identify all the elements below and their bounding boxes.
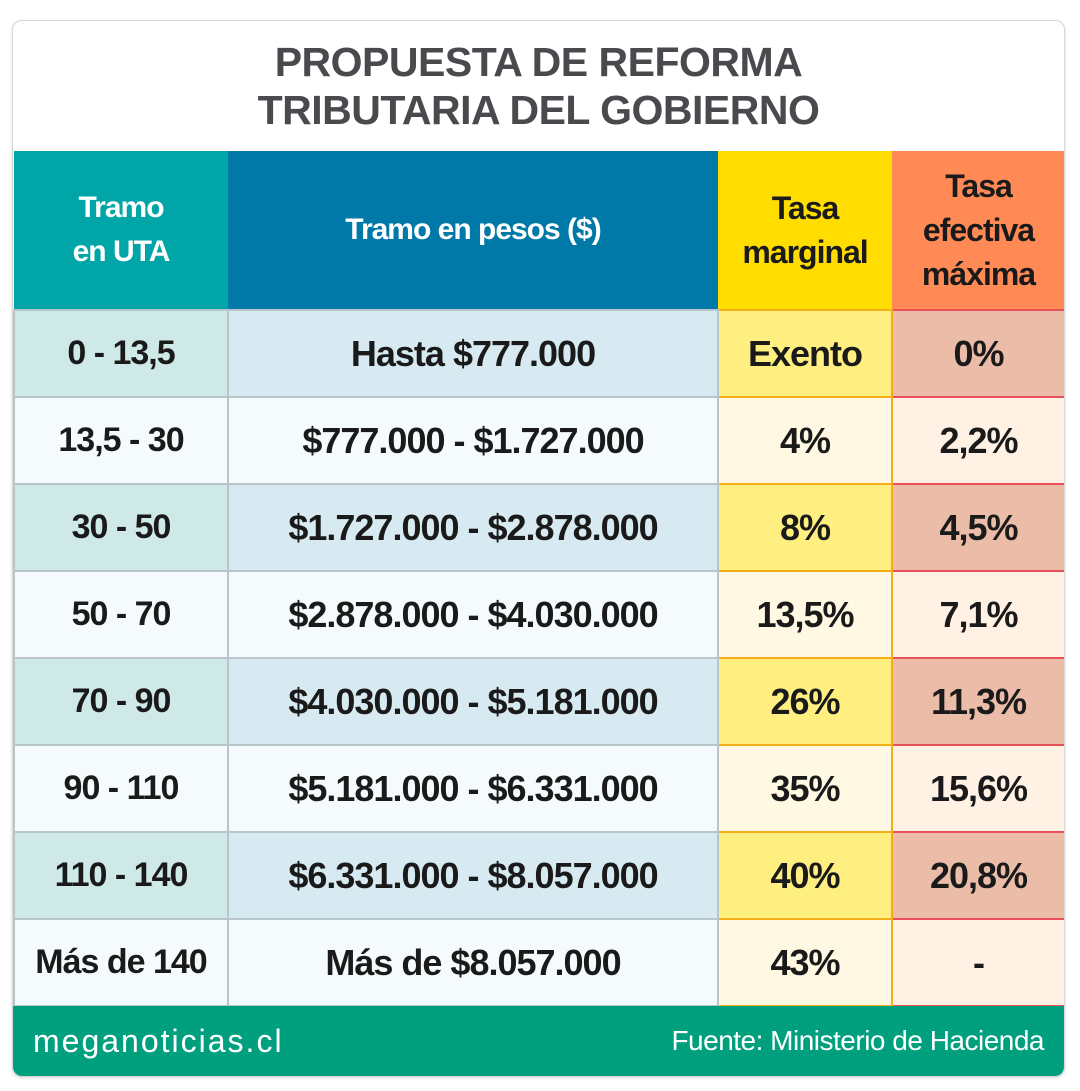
title-line-1: PROPUESTA DE REFORMA: [274, 39, 803, 85]
header-tasa-efectiva: Tasa efectiva máxima: [892, 151, 1064, 310]
header-tramo-uta: Tramo en UTA: [14, 151, 228, 310]
cell-tramo-uta: 50 - 70: [13, 570, 229, 659]
cell-tasa-efectiva: 20,8%: [891, 831, 1064, 920]
cell-tramo-uta: 90 - 110: [13, 744, 229, 833]
cell-tasa-marginal: 8%: [717, 483, 893, 572]
cell-tramo-uta: 70 - 90: [13, 657, 229, 746]
table-row: 50 - 70 $2.878.000 - $4.030.000 13,5% 7,1%: [13, 570, 1064, 659]
cell-tasa-efectiva: -: [891, 918, 1064, 1007]
cell-tramo-uta: 110 - 140: [13, 831, 229, 920]
footer: meganoticias.cl Fuente: Ministerio de Ha…: [13, 1006, 1064, 1076]
cell-tasa-efectiva: 0%: [891, 309, 1064, 398]
table-row: 13,5 - 30 $777.000 - $1.727.000 4% 2,2%: [13, 396, 1064, 485]
cell-tramo-pesos: $1.727.000 - $2.878.000: [227, 483, 719, 572]
cell-tramo-pesos: Más de $8.057.000: [227, 918, 719, 1007]
cell-tasa-marginal: 40%: [717, 831, 893, 920]
cell-tramo-uta: Más de 140: [13, 918, 229, 1007]
cell-tramo-uta: 0 - 13,5: [13, 309, 229, 398]
cell-tasa-marginal: 4%: [717, 396, 893, 485]
title-line-2: TRIBUTARIA DEL GOBIERNO: [257, 87, 820, 133]
cell-tasa-marginal: 43%: [717, 918, 893, 1007]
cell-tramo-pesos: $4.030.000 - $5.181.000: [227, 657, 719, 746]
cell-tasa-efectiva: 2,2%: [891, 396, 1064, 485]
header-tasa-marginal: Tasa marginal: [718, 151, 892, 310]
tax-brackets-table: Tramo en UTA Tramo en pesos ($) Tasa margi…: [13, 151, 1064, 1007]
cell-tramo-pesos: $6.331.000 - $8.057.000: [227, 831, 719, 920]
table-row: 90 - 110 $5.181.000 - $6.331.000 35% 15,6%: [13, 744, 1064, 833]
brand-logo-text: meganoticias.cl: [33, 1022, 284, 1059]
header-tramo-pesos: Tramo en pesos ($): [228, 151, 718, 310]
cell-tasa-marginal: Exento: [717, 309, 893, 398]
cell-tasa-marginal: 26%: [717, 657, 893, 746]
cell-tasa-efectiva: 4,5%: [891, 483, 1064, 572]
cell-tramo-pesos: $2.878.000 - $4.030.000: [227, 570, 719, 659]
cell-tramo-pesos: $5.181.000 - $6.331.000: [227, 744, 719, 833]
table-row: 0 - 13,5 Hasta $777.000 Exento 0%: [13, 309, 1064, 398]
table-row: 70 - 90 $4.030.000 - $5.181.000 26% 11,3%: [13, 657, 1064, 746]
header-row: Tramo en UTA Tramo en pesos ($) Tasa margi…: [14, 151, 1064, 310]
cell-tramo-pesos: Hasta $777.000: [227, 309, 719, 398]
cell-tramo-pesos: $777.000 - $1.727.000: [227, 396, 719, 485]
table-row: 30 - 50 $1.727.000 - $2.878.000 8% 4,5%: [13, 483, 1064, 572]
table-row: 110 - 140 $6.331.000 - $8.057.000 40% 20,8%: [13, 831, 1064, 920]
cell-tasa-efectiva: 11,3%: [891, 657, 1064, 746]
cell-tramo-uta: 30 - 50: [13, 483, 229, 572]
cell-tasa-efectiva: 15,6%: [891, 744, 1064, 833]
source-note: Fuente: Ministerio de Hacienda: [671, 1025, 1044, 1056]
cell-tasa-marginal: 35%: [717, 744, 893, 833]
cell-tasa-marginal: 13,5%: [717, 570, 893, 659]
cell-tramo-uta: 13,5 - 30: [13, 396, 229, 485]
infographic-card: PROPUESTA DE REFORMA TRIBUTARIA DEL GOBI…: [12, 20, 1065, 1077]
table-row: Más de 140 Más de $8.057.000 43% -: [13, 918, 1064, 1007]
cell-tasa-efectiva: 7,1%: [891, 570, 1064, 659]
page-title: PROPUESTA DE REFORMA TRIBUTARIA DEL GOBI…: [13, 21, 1064, 151]
